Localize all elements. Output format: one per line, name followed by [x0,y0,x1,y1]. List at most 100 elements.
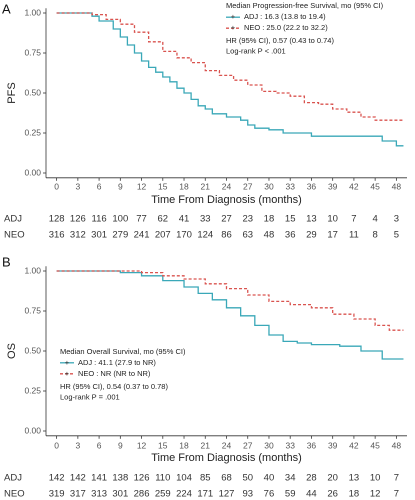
risk-count: 317 [70,489,86,500]
risk-count: 62 [158,214,169,225]
risk-count: 63 [242,230,253,241]
risk-count: 126 [134,473,150,484]
y-tick-label: 0.75 [24,47,41,57]
risk-count: 124 [197,230,213,241]
x-tick-label: 6 [97,181,102,191]
risk-count: 27 [221,214,232,225]
y-tick-label: 1.00 [24,265,41,275]
risk-count: 286 [134,489,150,500]
risk-count: 301 [91,230,107,241]
risk-count: 171 [197,489,213,500]
risk-row-label: NEO [4,489,25,500]
risk-count: 8 [372,230,377,241]
risk-row-label: ADJ [4,473,22,484]
y-tick-label: 0.50 [24,87,41,97]
risk-count: 15 [285,214,296,225]
x-tick-label: 39 [328,181,338,191]
x-tick-label: 36 [307,440,317,450]
x-tick-label: 33 [285,181,295,191]
legend-name: NEO [244,23,260,32]
legend-entry: ADJ: 41.1 (27.9 to NR) [78,358,156,367]
legend-marker: + [65,369,70,378]
x-tick-label: 39 [328,440,338,450]
risk-count: 142 [49,473,65,484]
survival-curve [56,270,404,360]
y-tick-label: 0.00 [24,425,41,435]
annotation: Log-rank P = .001 [60,392,120,401]
legend-title: Median Overall Survival, mo (95% CI) [60,347,186,356]
risk-count: 312 [70,230,86,241]
risk-count: 17 [327,230,338,241]
legend-entry: NEO: NR (NR to NR) [78,369,151,378]
legend-median: : NR (NR to NR) [96,369,151,378]
risk-count: 4 [372,214,377,225]
risk-count: 127 [219,489,235,500]
legend-marker: + [231,23,236,32]
x-tick-label: 15 [158,440,168,450]
risk-count: 100 [112,214,128,225]
risk-count: 7 [351,214,356,225]
risk-count: 12 [370,489,381,500]
legend-marker: + [231,12,236,21]
x-tick-label: 30 [264,440,274,450]
risk-count: 104 [176,473,192,484]
risk-count: 33 [200,214,211,225]
x-tick-label: 9 [118,181,123,191]
risk-count: 86 [221,230,232,241]
risk-count: 77 [136,214,147,225]
x-tick-label: 3 [75,181,80,191]
risk-count: 207 [155,230,171,241]
x-tick-label: 3 [75,440,80,450]
x-tick-label: 18 [179,181,189,191]
x-tick-label: 48 [392,181,402,191]
x-tick-label: 15 [158,181,168,191]
risk-count: 128 [49,214,65,225]
x-tick-label: 42 [349,181,359,191]
risk-count: 10 [370,473,381,484]
survival-curve [56,270,404,331]
risk-count: 36 [285,230,296,241]
x-tick-label: 27 [243,440,253,450]
annotation: HR (95% CI), 0.54 (0.37 to 0.78) [60,382,168,391]
risk-count: 48 [264,230,275,241]
risk-count: 126 [70,214,86,225]
survival-curve [56,12,404,121]
y-tick-label: 1.00 [24,7,41,17]
risk-count: 50 [242,473,253,484]
risk-count: 116 [92,214,107,225]
risk-count: 34 [285,473,296,484]
risk-count: 44 [306,489,317,500]
risk-count: 10 [327,214,338,225]
risk-count: 138 [112,473,128,484]
legend-name: NEO [78,369,94,378]
y-axis-title: OS [6,343,18,359]
risk-row-label: ADJ [4,214,22,225]
risk-count: 5 [394,230,399,241]
panel-label: B [2,254,11,269]
x-tick-label: 24 [222,181,232,191]
y-tick-label: 0.25 [24,385,41,395]
x-tick-label: 45 [370,181,380,191]
x-tick-label: 30 [264,181,274,191]
x-axis-title: Time From Diagnosis (months) [151,452,302,464]
survival-curve [56,12,404,147]
risk-count: 7 [394,489,399,500]
x-tick-label: 0 [54,181,59,191]
annotation: Log-rank P < .001 [226,47,286,56]
risk-count: 301 [112,489,128,500]
x-tick-label: 45 [370,440,380,450]
x-tick-label: 42 [349,440,359,450]
risk-count: 23 [242,214,253,225]
x-tick-label: 33 [285,440,295,450]
risk-count: 316 [49,230,65,241]
risk-count: 41 [179,214,190,225]
risk-count: 18 [264,214,275,225]
risk-count: 26 [327,489,338,500]
risk-count: 7 [394,473,399,484]
x-tick-label: 6 [97,440,102,450]
legend-median: : 41.1 (27.9 to NR) [94,358,156,367]
risk-count: 85 [200,473,211,484]
x-tick-label: 9 [118,440,123,450]
legend-marker: + [65,358,70,367]
